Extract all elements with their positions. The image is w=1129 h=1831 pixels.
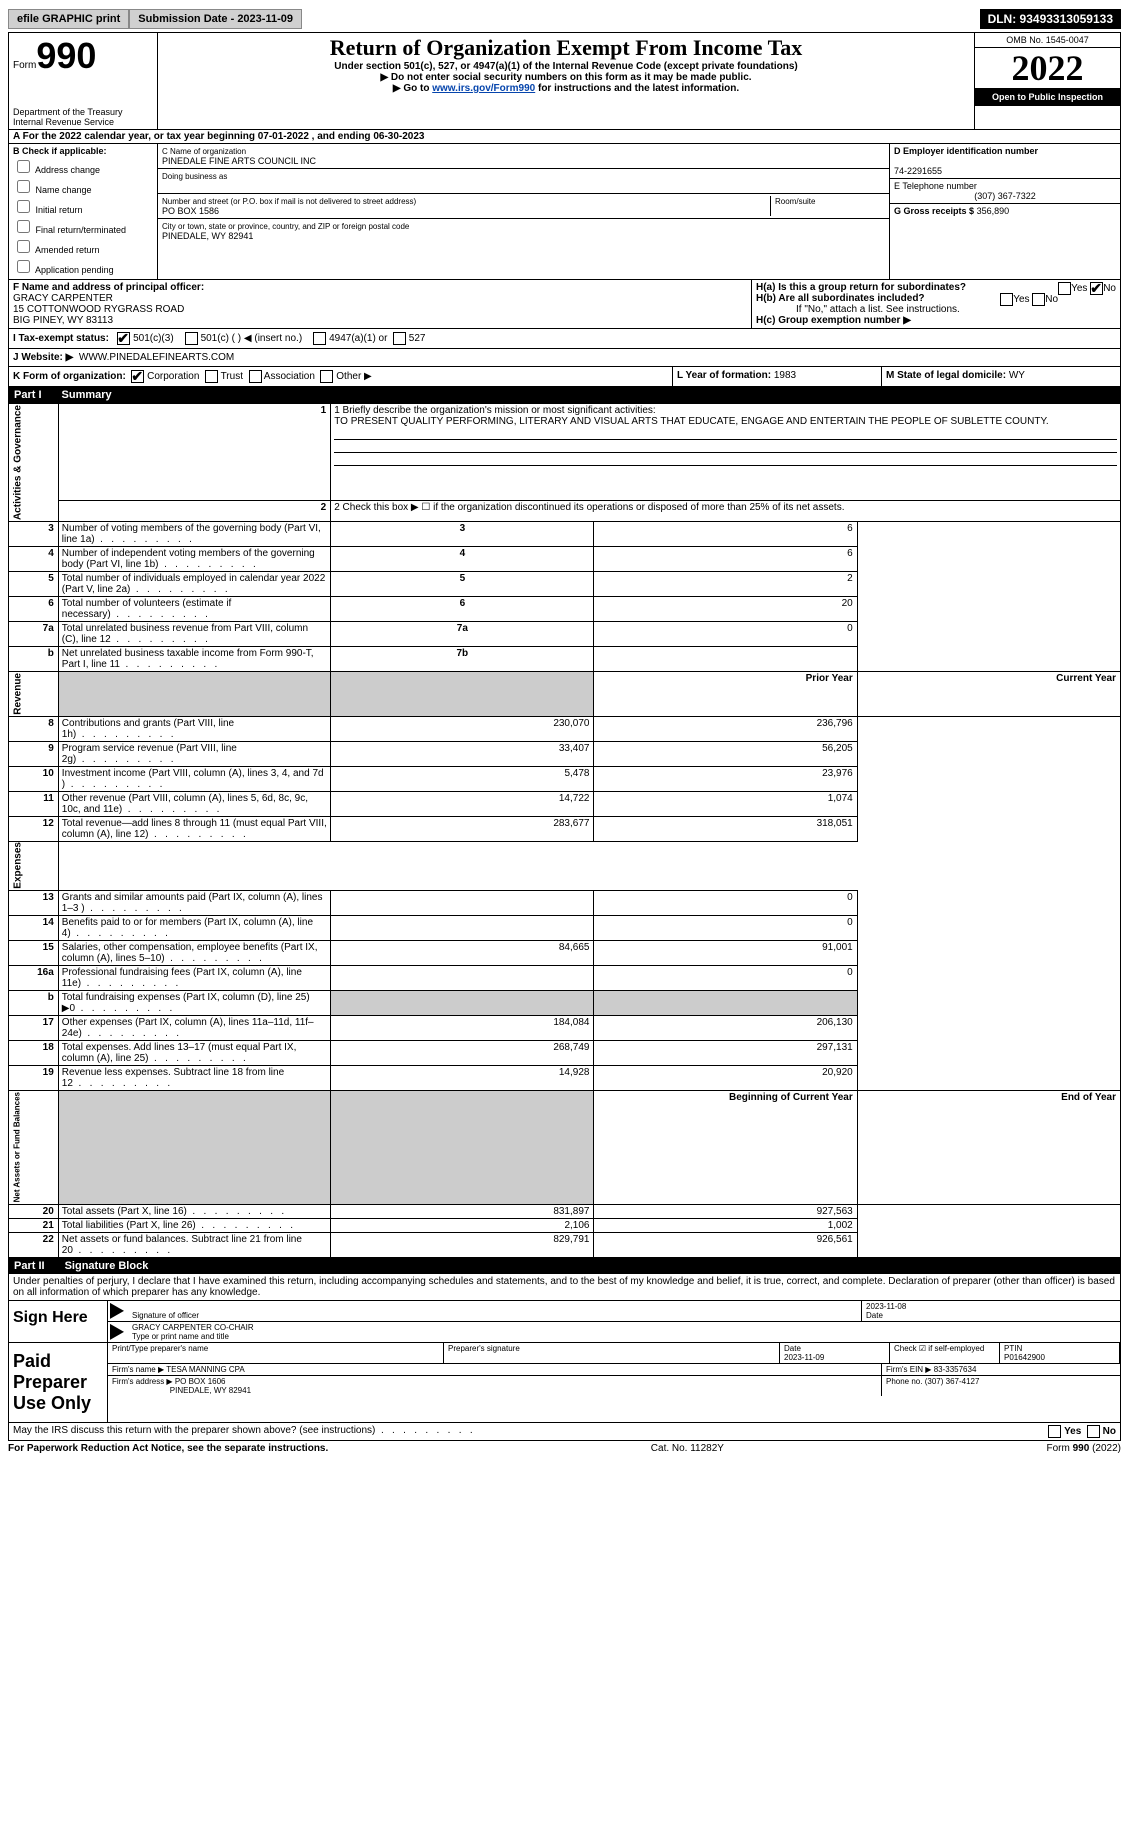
gross-receipts: 356,890 (977, 206, 1010, 216)
org-name: PINEDALE FINE ARTS COUNCIL INC (162, 156, 316, 166)
chk-application-pending[interactable] (17, 260, 30, 273)
sig-date: 2023-11-08 (866, 1302, 906, 1311)
part1-header: Part ISummary (8, 387, 1121, 403)
paid-preparer-block: Paid Preparer Use Only Print/Type prepar… (8, 1343, 1121, 1423)
state-domicile: WY (1009, 370, 1025, 381)
chk-ha-yes[interactable] (1058, 282, 1071, 295)
page-footer: For Paperwork Reduction Act Notice, see … (8, 1441, 1121, 1456)
form-number: Form990 (13, 35, 153, 77)
top-bar: efile GRAPHIC print Submission Date - 20… (8, 8, 1121, 30)
vlabel-governance: Activities & Governance (9, 404, 59, 522)
form-header: Form990 Department of the Treasury Inter… (8, 32, 1121, 130)
chk-4947[interactable] (313, 332, 326, 345)
phone-value: (307) 367-7322 (894, 191, 1116, 201)
city-state-zip: PINEDALE, WY 82941 (162, 231, 253, 241)
chk-other[interactable] (320, 370, 333, 383)
omb-number: OMB No. 1545-0047 (975, 33, 1120, 48)
open-to-public: Open to Public Inspection (975, 88, 1120, 106)
chk-assoc[interactable] (249, 370, 262, 383)
section-deg: D Employer identification number 74-2291… (889, 144, 1120, 279)
form-title: Return of Organization Exempt From Incom… (164, 35, 968, 61)
officer-name: GRACY CARPENTER CO-CHAIR (132, 1323, 254, 1332)
row-j-website: J Website: ▶ WWW.PINEDALEFINEARTS.COM (8, 349, 1121, 367)
block-fh: F Name and address of principal officer:… (8, 280, 1121, 329)
submission-date: Submission Date - 2023-11-09 (129, 9, 302, 29)
subtitle-1: Under section 501(c), 527, or 4947(a)(1)… (164, 61, 968, 72)
section-b: B Check if applicable: Address change Na… (9, 144, 158, 279)
website-value: WWW.PINEDALEFINEARTS.COM (79, 352, 234, 363)
prep-date: 2023-11-09 (784, 1353, 824, 1362)
chk-hb-no[interactable] (1032, 293, 1045, 306)
summary-table: Activities & Governance 1 1 Briefly desc… (8, 403, 1121, 1258)
firm-ein: 83-3357634 (934, 1365, 977, 1374)
section-c: C Name of organization PINEDALE FINE ART… (158, 144, 889, 279)
dln-label: DLN: 93493313059133 (980, 9, 1121, 29)
arrow-icon (110, 1324, 124, 1340)
chk-address-change[interactable] (17, 160, 30, 173)
row-klm: K Form of organization: Corporation Trus… (8, 367, 1121, 387)
vlabel-revenue: Revenue (9, 672, 59, 717)
chk-amended[interactable] (17, 240, 30, 253)
chk-discuss-yes[interactable] (1048, 1425, 1061, 1438)
vlabel-netassets: Net Assets or Fund Balances (9, 1091, 59, 1204)
firm-phone: (307) 367-4127 (925, 1377, 980, 1386)
subtitle-2: ▶ Do not enter social security numbers o… (164, 72, 968, 83)
sign-here-block: Sign Here Signature of officer 2023-11-0… (8, 1301, 1121, 1343)
section-f: F Name and address of principal officer:… (9, 280, 751, 328)
declaration-text: Under penalties of perjury, I declare th… (8, 1274, 1121, 1301)
firm-addr1: PO BOX 1606 (175, 1377, 226, 1386)
chk-527[interactable] (393, 332, 406, 345)
ptin-value: P01642900 (1004, 1353, 1045, 1362)
firm-addr2: PINEDALE, WY 82941 (170, 1386, 251, 1395)
tax-year: 2022 (975, 48, 1120, 88)
ein-value: 74-2291655 (894, 166, 942, 176)
vlabel-expenses: Expenses (9, 841, 59, 891)
year-formation: 1983 (774, 370, 796, 381)
chk-initial-return[interactable] (17, 200, 30, 213)
chk-corp[interactable] (131, 370, 144, 383)
irs-discuss-row: May the IRS discuss this return with the… (8, 1423, 1121, 1441)
chk-discuss-no[interactable] (1087, 1425, 1100, 1438)
chk-501c3[interactable] (117, 332, 130, 345)
irs-link[interactable]: www.irs.gov/Form990 (432, 83, 535, 94)
section-h: H(a) Is this a group return for subordin… (751, 280, 1120, 328)
dept-treasury: Department of the Treasury Internal Reve… (13, 107, 153, 127)
chk-final-return[interactable] (17, 220, 30, 233)
arrow-icon (110, 1303, 124, 1319)
firm-name: TESA MANNING CPA (166, 1365, 245, 1374)
subtitle-3: ▶ Go to www.irs.gov/Form990 for instruct… (164, 83, 968, 94)
chk-ha-no[interactable] (1090, 282, 1103, 295)
chk-501c[interactable] (185, 332, 198, 345)
chk-trust[interactable] (205, 370, 218, 383)
mission-text: TO PRESENT QUALITY PERFORMING, LITERARY … (334, 416, 1048, 427)
street-address: PO BOX 1586 (162, 206, 219, 216)
line-a-tax-year: A For the 2022 calendar year, or tax yea… (8, 130, 1121, 144)
self-employed: Check ☑ if self-employed (890, 1343, 1000, 1364)
part2-header: Part IISignature Block (8, 1258, 1121, 1274)
efile-print-button[interactable]: efile GRAPHIC print (8, 9, 129, 29)
block-bcde: B Check if applicable: Address change Na… (8, 144, 1121, 280)
chk-hb-yes[interactable] (1000, 293, 1013, 306)
chk-name-change[interactable] (17, 180, 30, 193)
row-i-tax-exempt: I Tax-exempt status: 501(c)(3) 501(c) ( … (8, 329, 1121, 349)
